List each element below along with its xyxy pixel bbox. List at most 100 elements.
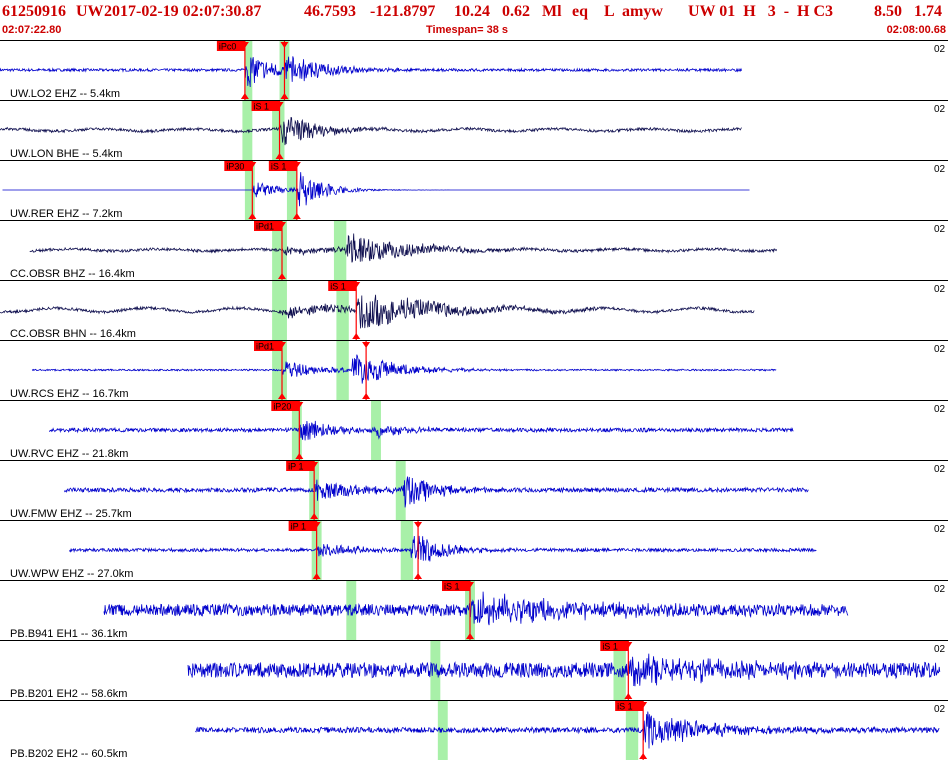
timespan: Timespan= 38 s — [426, 24, 509, 36]
trace-panel: iP20 UW.RVC EHZ -- 21.8km 02 — [0, 400, 948, 460]
pick-marker-top — [414, 522, 423, 528]
event-quality: L — [604, 3, 615, 20]
event-latitude: 46.7593 — [304, 3, 356, 20]
time-range-line: 02:07:22.80 Timespan= 38 s 02:08:00.68 — [0, 24, 948, 38]
pick-marker-top — [248, 162, 257, 168]
channel-code: 02 — [934, 524, 946, 535]
pick-marker-bottom — [278, 273, 286, 279]
pick-label: iP30 — [226, 162, 244, 172]
magnitude-type: Ml — [542, 3, 562, 20]
event-type: eq — [572, 3, 588, 20]
trace-panel: iPd1 UW.RCS EHZ -- 16.7km 02 — [0, 340, 948, 400]
seismic-trace — [2, 172, 750, 207]
station-label: UW.LON BHE -- 5.4km — [10, 148, 122, 160]
pick-label-box — [328, 281, 357, 291]
pick-marker-bottom — [278, 393, 286, 399]
trace-panel: iP 1 UW.FMW EHZ -- 25.7km 02 — [0, 460, 948, 520]
pick-marker-top — [639, 702, 648, 708]
pick-marker-bottom — [275, 153, 284, 159]
start-time: 02:07:22.80 — [2, 24, 62, 36]
pick-label: iP 1 — [291, 522, 306, 532]
pick-marker-top — [278, 342, 286, 348]
seismic-trace — [0, 116, 742, 146]
phase-window — [437, 701, 448, 760]
station-label: PB.B201 EH2 -- 58.6km — [10, 688, 127, 700]
station-label: UW.RCS EHZ -- 16.7km — [10, 388, 129, 400]
seismogram-panels: iPc0 UW.LO2 EHZ -- 5.4km 02 iS 1 UW.LON BHE … — [0, 40, 948, 760]
phase-window — [336, 341, 349, 400]
pick-label: iP20 — [273, 402, 291, 412]
pick-label-box — [216, 41, 245, 51]
end-time: 02:08:00.68 — [886, 24, 946, 36]
event-value-2: 1.74 — [914, 3, 942, 20]
origin-time: 2017-02-19 02:07:30.87 — [104, 3, 262, 20]
pick-label-box — [224, 161, 253, 171]
station-label: PB.B202 EH2 -- 60.5km — [10, 748, 127, 760]
pick-marker-bottom — [280, 93, 289, 99]
event-value-1: 8.50 — [874, 3, 902, 20]
phase-window — [336, 281, 349, 340]
pick-label: iS 1 — [444, 582, 460, 592]
trace-panel: iS 1 PB.B202 EH2 -- 60.5km 02 — [0, 700, 948, 760]
channel-code: 02 — [934, 464, 946, 475]
event-magnitude: 0.62 — [502, 3, 530, 20]
seismic-trace — [187, 653, 941, 687]
station-label: UW.FMW EHZ -- 25.7km — [10, 508, 132, 520]
pick-marker-bottom — [624, 693, 633, 699]
station-label: UW.WPW EHZ -- 27.0km — [10, 568, 133, 580]
pick-marker-top — [362, 342, 371, 348]
pick-marker-bottom — [362, 393, 371, 399]
seismic-trace — [195, 711, 940, 749]
channel-code: 02 — [934, 224, 946, 235]
trace-panel: iP30 iS 1 UW.RER EHZ -- 7.2km 02 — [0, 160, 948, 220]
station-label: UW.RVC EHZ -- 21.8km — [10, 448, 128, 460]
pick-label-box — [271, 401, 300, 411]
trace-panel: iS 1 UW.LON BHE -- 5.4km 02 — [0, 100, 948, 160]
trace-panel: iS 1 CC.OBSR BHN -- 16.4km 02 — [0, 280, 948, 340]
channel-code: 02 — [934, 644, 946, 655]
pick-marker-top — [312, 522, 321, 528]
channel-code: 02 — [934, 104, 946, 115]
pick-label: iS 1 — [617, 702, 633, 712]
event-header: 61250916 UW 2017-02-19 02:07:30.87 46.75… — [0, 0, 948, 40]
pick-marker-top — [280, 42, 289, 48]
pick-marker-bottom — [639, 753, 648, 759]
phase-window — [346, 581, 357, 640]
trace-panel: iPd1 CC.OBSR BHZ -- 16.4km 02 — [0, 220, 948, 280]
channel-code: 02 — [934, 284, 946, 295]
pick-label-box — [254, 341, 282, 351]
seismic-trace — [31, 354, 777, 384]
seismic-trace — [103, 591, 849, 626]
pick-marker-bottom — [310, 513, 319, 519]
event-network: UW — [76, 3, 104, 20]
station-label: UW.RER EHZ -- 7.2km — [10, 208, 122, 220]
event-summary-line: 61250916 UW 2017-02-19 02:07:30.87 46.75… — [0, 3, 948, 21]
channel-code: 02 — [934, 584, 946, 595]
trace-panel: iPc0 UW.LO2 EHZ -- 5.4km 02 — [0, 40, 948, 100]
channel-code: 02 — [934, 704, 946, 715]
pick-marker-top — [292, 162, 301, 168]
pick-label: iPd1 — [256, 222, 274, 232]
event-source: amyw — [622, 3, 663, 20]
pick-marker-top — [624, 642, 633, 648]
pick-marker-bottom — [466, 633, 474, 639]
channel-code: 02 — [934, 44, 946, 55]
seismic-trace — [0, 294, 755, 329]
pick-marker-top — [295, 402, 304, 408]
pick-label: iS 1 — [602, 642, 618, 652]
phase-window — [272, 221, 287, 280]
pick-label-box — [288, 521, 317, 531]
pick-marker-top — [240, 42, 249, 48]
phase-window — [244, 161, 255, 220]
pick-marker-top — [275, 102, 284, 108]
pick-marker-top — [466, 582, 474, 588]
pick-label: iPd1 — [256, 342, 274, 352]
event-solution-info: UW 01 H 3 - H C3 — [688, 3, 834, 20]
station-label: UW.LO2 EHZ -- 5.4km — [10, 88, 120, 100]
station-label: CC.OBSR BHZ -- 16.4km — [10, 268, 135, 280]
channel-code: 02 — [934, 344, 946, 355]
pick-label-box — [600, 641, 629, 651]
event-depth: 10.24 — [454, 3, 490, 20]
pick-label: iP 1 — [288, 462, 303, 472]
pick-label-box — [254, 221, 282, 231]
